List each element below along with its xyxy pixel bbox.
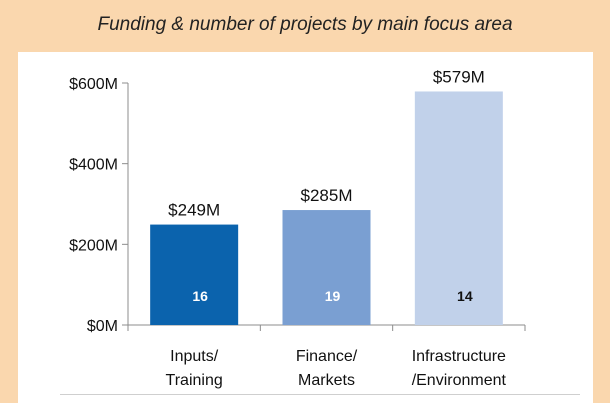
bar [150,224,239,325]
y-tick-label: $0M [87,318,118,335]
chart-title: Funding & number of projects by main foc… [97,14,513,35]
project-count-label: 16 [192,288,208,304]
project-count-label: 14 [457,288,473,304]
bar [282,210,371,325]
bar [414,91,503,325]
project-count-label: 19 [325,288,341,304]
value-label: $579M [433,67,485,86]
category-label: Training [166,372,223,389]
category-label: Infrastructure [412,348,506,365]
value-label: $249M [168,201,220,220]
category-label: Markets [298,372,355,389]
category-label: /Environment [412,372,507,389]
y-tick-label: $400M [69,157,118,174]
value-label: $285M [301,186,353,205]
y-tick-label: $600M [69,76,118,93]
y-tick-label: $200M [69,237,118,254]
category-label: Inputs/ [170,348,219,365]
category-label: Finance/ [296,348,358,365]
bottom-divider [60,394,580,395]
